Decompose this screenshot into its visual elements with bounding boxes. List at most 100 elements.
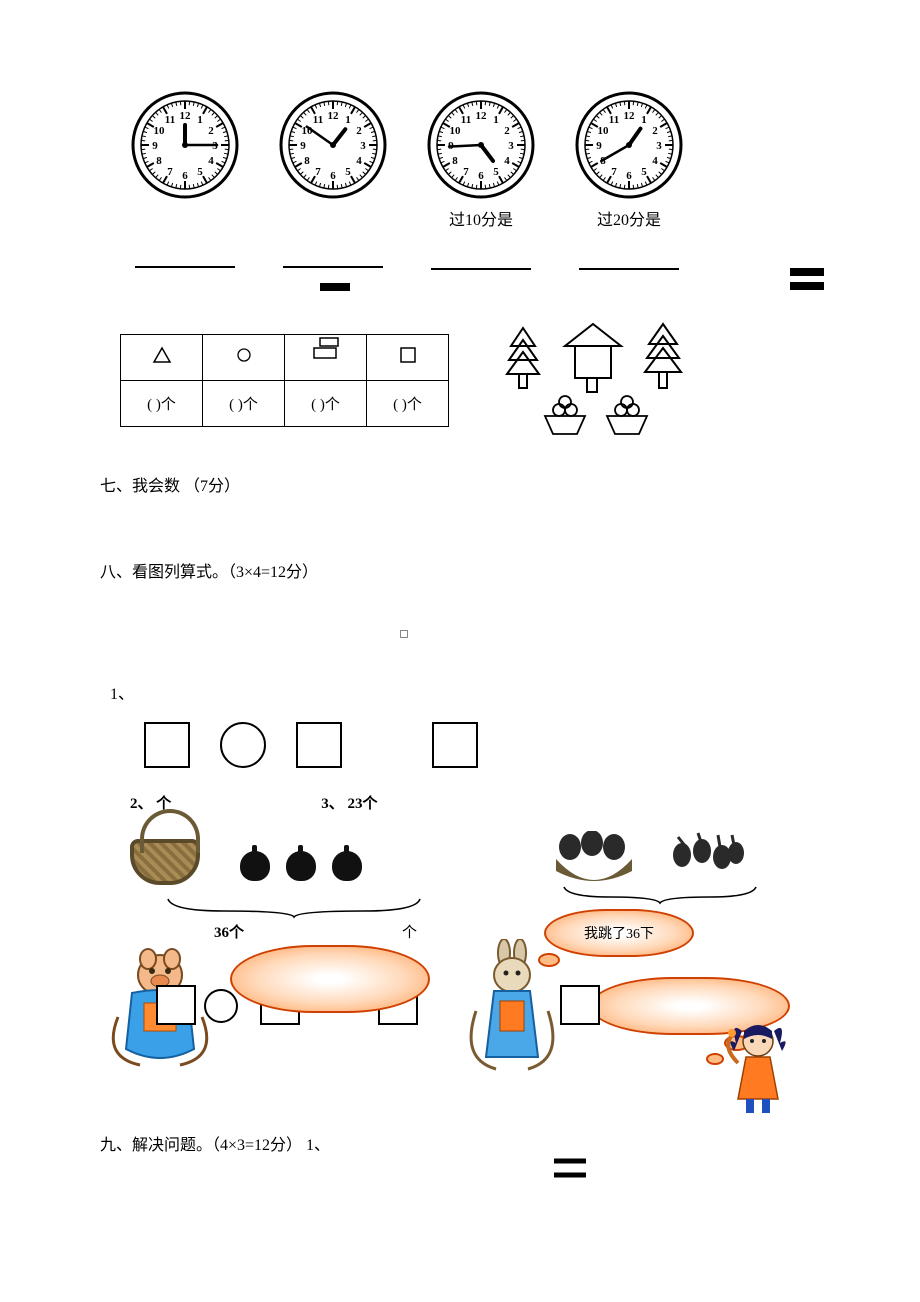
rectangle-icon: [319, 337, 341, 349]
svg-text:2: 2: [208, 125, 214, 137]
answer-line[interactable]: [135, 250, 235, 268]
svg-text:10: 10: [450, 125, 462, 137]
header-square: [367, 335, 449, 381]
svg-text:4: 4: [208, 155, 214, 167]
svg-text:3: 3: [656, 140, 662, 152]
bubble-text: 我跳了36下: [584, 923, 654, 943]
count-cell[interactable]: ( )个: [203, 381, 285, 427]
cloud-tail-icon: [538, 953, 560, 967]
answer-line[interactable]: [283, 250, 383, 268]
svg-text:12: 12: [476, 110, 488, 122]
svg-text:11: 11: [609, 114, 619, 126]
answer-box[interactable]: [432, 722, 478, 768]
svg-text:2: 2: [504, 125, 510, 137]
triangle-icon: [152, 346, 172, 364]
answer-box[interactable]: [144, 722, 190, 768]
shape-count-table: ( )个 ( )个 ( )个 ( )个: [120, 334, 449, 427]
square-icon: [399, 346, 417, 364]
row-shapes: ( )个 ( )个 ( )个 ( )个: [120, 318, 820, 458]
q1-answer-boxes: [144, 722, 820, 768]
q3-label: 3、 23个: [321, 792, 377, 813]
decor-bar-icon: [320, 283, 350, 291]
svg-text:5: 5: [641, 166, 647, 178]
svg-text:2: 2: [652, 125, 658, 137]
apple-icon: [286, 851, 316, 881]
apple-icon: [240, 851, 270, 881]
svg-text:9: 9: [596, 140, 602, 152]
header-triangle: [121, 335, 203, 381]
marker-icon: [400, 630, 408, 638]
unit-label: 个: [402, 921, 417, 942]
svg-text:3: 3: [360, 140, 366, 152]
svg-text:8: 8: [156, 155, 162, 167]
svg-text:7: 7: [167, 166, 173, 178]
svg-text:6: 6: [182, 170, 188, 182]
count-cell[interactable]: ( )个: [367, 381, 449, 427]
svg-text:11: 11: [313, 114, 323, 126]
svg-text:12: 12: [328, 110, 340, 122]
answer-line[interactable]: [431, 252, 531, 270]
svg-text:7: 7: [315, 166, 321, 178]
svg-text:3: 3: [508, 140, 514, 152]
composite-shapes: [503, 318, 753, 458]
clock-face-icon: 123456789101112: [426, 90, 536, 200]
clock-face-icon: 123456789101112: [130, 90, 240, 200]
clock-caption: 过10分是: [449, 206, 513, 230]
apple-icon: [332, 851, 362, 881]
svg-text:8: 8: [304, 155, 310, 167]
section-seven-title: 七、我会数 （7分）: [100, 472, 820, 496]
clock-cell: 123456789101112: [120, 90, 250, 270]
worksheet-page: 1234567891011121234567891011121234567891…: [0, 0, 920, 1256]
svg-text:4: 4: [504, 155, 510, 167]
answer-box[interactable]: [156, 985, 196, 1025]
svg-text:7: 7: [611, 166, 617, 178]
svg-text:4: 4: [652, 155, 658, 167]
count-cell[interactable]: ( )个: [285, 381, 367, 427]
answer-box[interactable]: [296, 722, 342, 768]
svg-text:11: 11: [165, 114, 175, 126]
equals-icon: [550, 1143, 920, 1194]
svg-text:5: 5: [197, 166, 203, 178]
svg-text:9: 9: [300, 140, 306, 152]
svg-text:5: 5: [345, 166, 351, 178]
svg-text:7: 7: [463, 166, 469, 178]
svg-text:6: 6: [330, 170, 336, 182]
section-eight-title: 八、看图列算式。（3×4=12分）: [100, 558, 820, 582]
clock-cell: 123456789101112过10分是: [416, 90, 546, 270]
basket-icon: [130, 839, 200, 885]
svg-text:9: 9: [152, 140, 158, 152]
table-row: [121, 335, 449, 381]
svg-text:6: 6: [478, 170, 484, 182]
svg-text:1: 1: [197, 114, 203, 126]
clock-caption: 过20分是: [597, 206, 661, 230]
count-cell[interactable]: ( )个: [121, 381, 203, 427]
svg-text:10: 10: [154, 125, 166, 137]
svg-text:1: 1: [641, 114, 647, 126]
speech-cloud: [230, 945, 430, 1013]
clock-face-icon: 123456789101112: [278, 90, 388, 200]
svg-text:2: 2: [356, 125, 362, 137]
clock-row: 1234567891011121234567891011121234567891…: [120, 90, 820, 270]
q1-label: 1、: [110, 680, 820, 704]
svg-text:1: 1: [345, 114, 351, 126]
q2-q3-labels: 2、 个 3、 23个: [130, 792, 820, 813]
decor-bar-icon: [790, 282, 824, 290]
girl-character-icon: [718, 1017, 798, 1122]
figure-problems: 36个 个: [120, 817, 820, 1137]
svg-text:5: 5: [493, 166, 499, 178]
header-rect: [285, 335, 367, 381]
decor-bar-icon: [790, 268, 824, 276]
total-label: 36个: [214, 921, 244, 942]
header-circle: [203, 335, 285, 381]
brace-icon: [164, 895, 424, 924]
answer-circle[interactable]: [220, 722, 266, 768]
answer-line[interactable]: [579, 252, 679, 270]
svg-text:12: 12: [180, 110, 192, 122]
answer-circle[interactable]: [204, 989, 238, 1023]
brace-icon: [560, 883, 760, 910]
apple-row: [240, 851, 362, 881]
answer-box[interactable]: [560, 985, 600, 1025]
svg-text:8: 8: [452, 155, 458, 167]
svg-text:1: 1: [493, 114, 499, 126]
speech-cloud: 我跳了36下: [544, 909, 694, 957]
